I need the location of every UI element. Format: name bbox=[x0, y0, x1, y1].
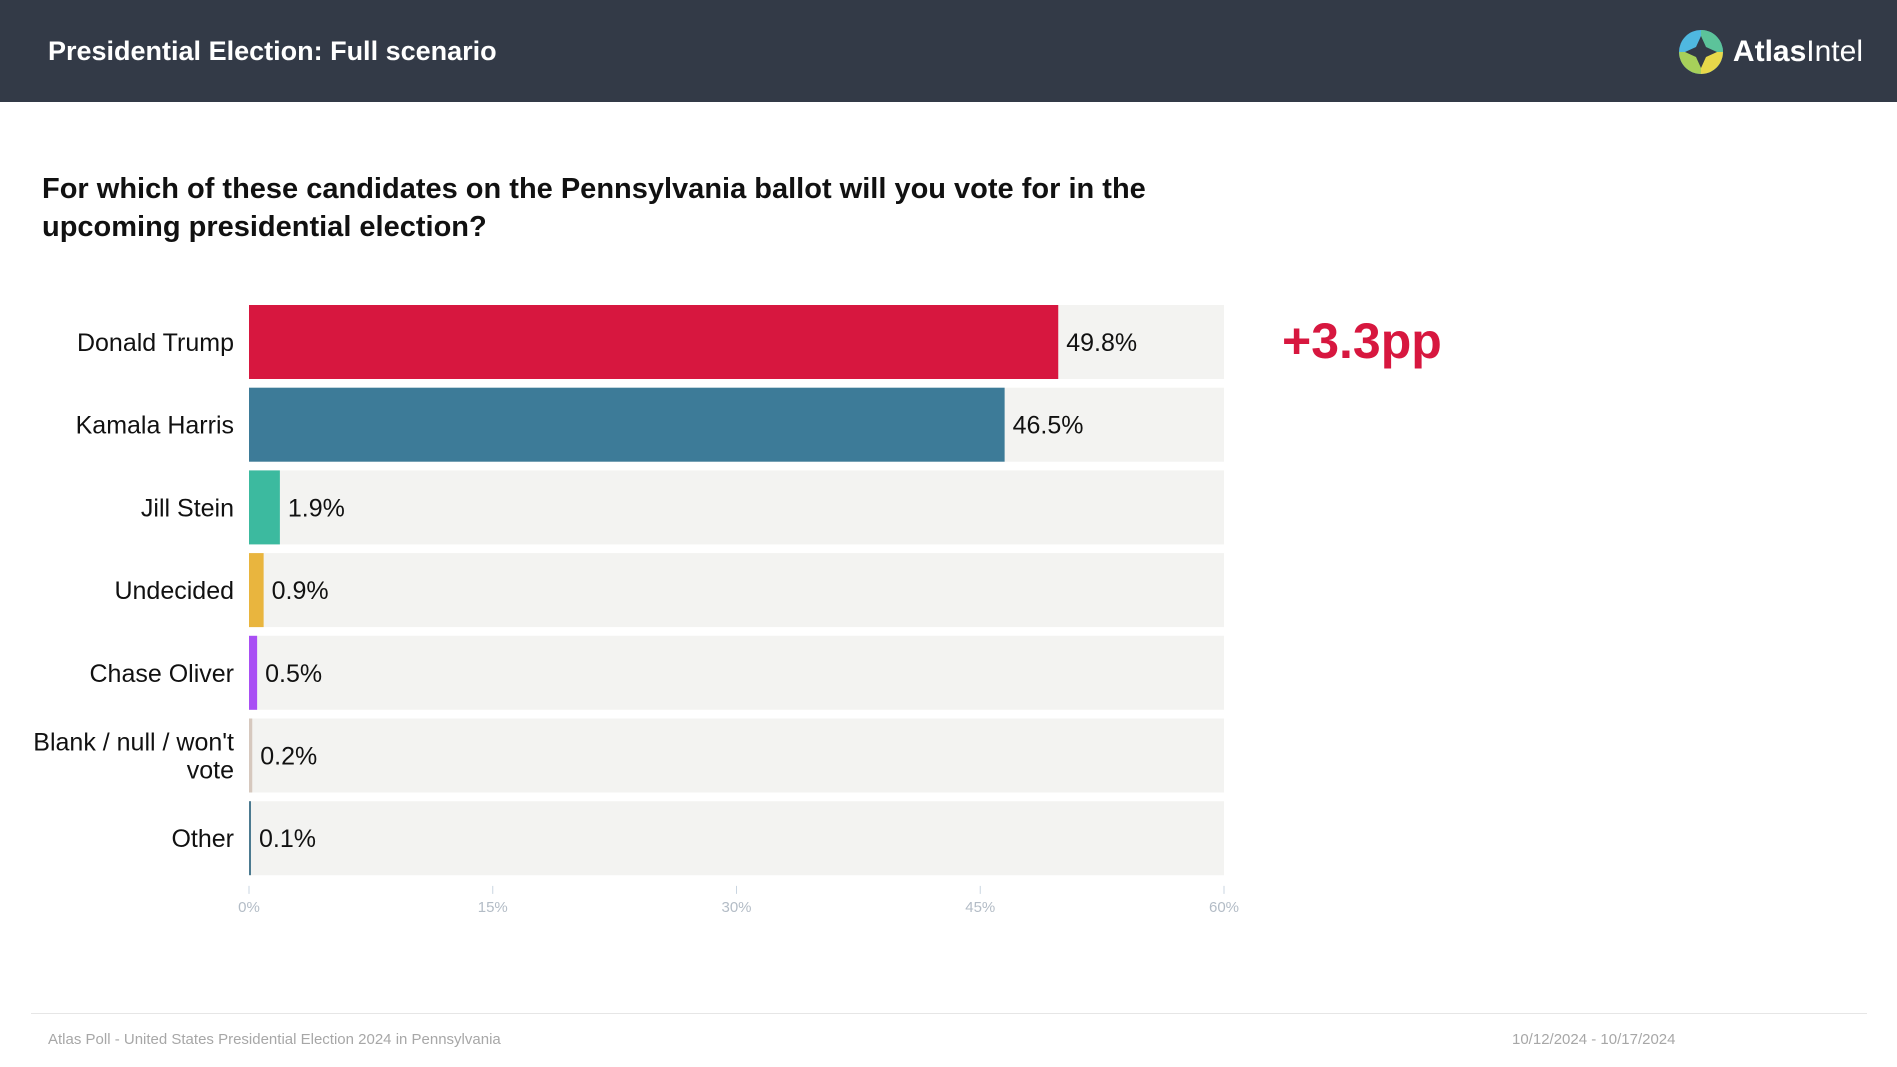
bar bbox=[249, 718, 253, 793]
bar-track bbox=[249, 470, 1224, 545]
bar bbox=[249, 387, 1005, 462]
x-tick-label: 45% bbox=[965, 899, 995, 916]
x-tick-label: 60% bbox=[1209, 899, 1239, 916]
category-label: Other bbox=[171, 825, 234, 853]
logo-text-bold: Atlas bbox=[1732, 35, 1807, 68]
bar-value-label: 46.5% bbox=[1013, 412, 1084, 440]
bar-value-label: 1.9% bbox=[288, 494, 345, 522]
category-label: Undecided bbox=[114, 577, 234, 605]
logo-text-rest: Intel bbox=[1806, 35, 1863, 68]
category-label: Kamala Harris bbox=[76, 412, 234, 440]
bar-value-label: 0.1% bbox=[259, 825, 316, 853]
bar bbox=[249, 305, 1059, 379]
bar-track bbox=[249, 553, 1224, 628]
atlasintel-logo: AtlasIntel bbox=[1677, 27, 1863, 77]
bar-track bbox=[249, 635, 1224, 710]
lead-difference: +3.3pp bbox=[1282, 313, 1442, 369]
category-label: Donald Trump bbox=[77, 329, 234, 357]
footer-divider bbox=[31, 1013, 1867, 1014]
category-label: Jill Stein bbox=[141, 494, 234, 522]
x-tick-label: 15% bbox=[478, 899, 508, 916]
x-tick-label: 0% bbox=[238, 899, 260, 916]
bar-track bbox=[249, 801, 1224, 876]
header-bar: Presidential Election: Full scenario Atl… bbox=[0, 0, 1897, 102]
bar bbox=[249, 553, 264, 628]
bar bbox=[249, 470, 280, 545]
x-tick-label: 30% bbox=[721, 899, 751, 916]
bar bbox=[249, 635, 258, 710]
footer-dates: 10/12/2024 - 10/17/2024 bbox=[1512, 1031, 1676, 1048]
footer-source: Atlas Poll - United States Presidential … bbox=[48, 1031, 501, 1048]
bar-track bbox=[249, 718, 1224, 793]
atlas-compass-icon bbox=[1678, 30, 1723, 74]
bar-chart: 49.8% Donald Trump 46.5% Kamala Harris 1.9% J… bbox=[33, 305, 1239, 916]
bar bbox=[249, 801, 251, 876]
bar-value-label: 0.2% bbox=[260, 743, 317, 771]
page-title: Presidential Election: Full scenario bbox=[48, 36, 497, 66]
category-label: vote bbox=[187, 757, 234, 785]
category-label: Chase Oliver bbox=[90, 660, 235, 688]
bar-value-label: 0.9% bbox=[272, 577, 329, 605]
bar-value-label: 49.8% bbox=[1066, 329, 1137, 357]
category-label: Blank / null / won't bbox=[33, 729, 234, 757]
bar-value-label: 0.5% bbox=[265, 660, 322, 688]
question-title: For which of these candidates on the Pen… bbox=[42, 173, 1146, 243]
